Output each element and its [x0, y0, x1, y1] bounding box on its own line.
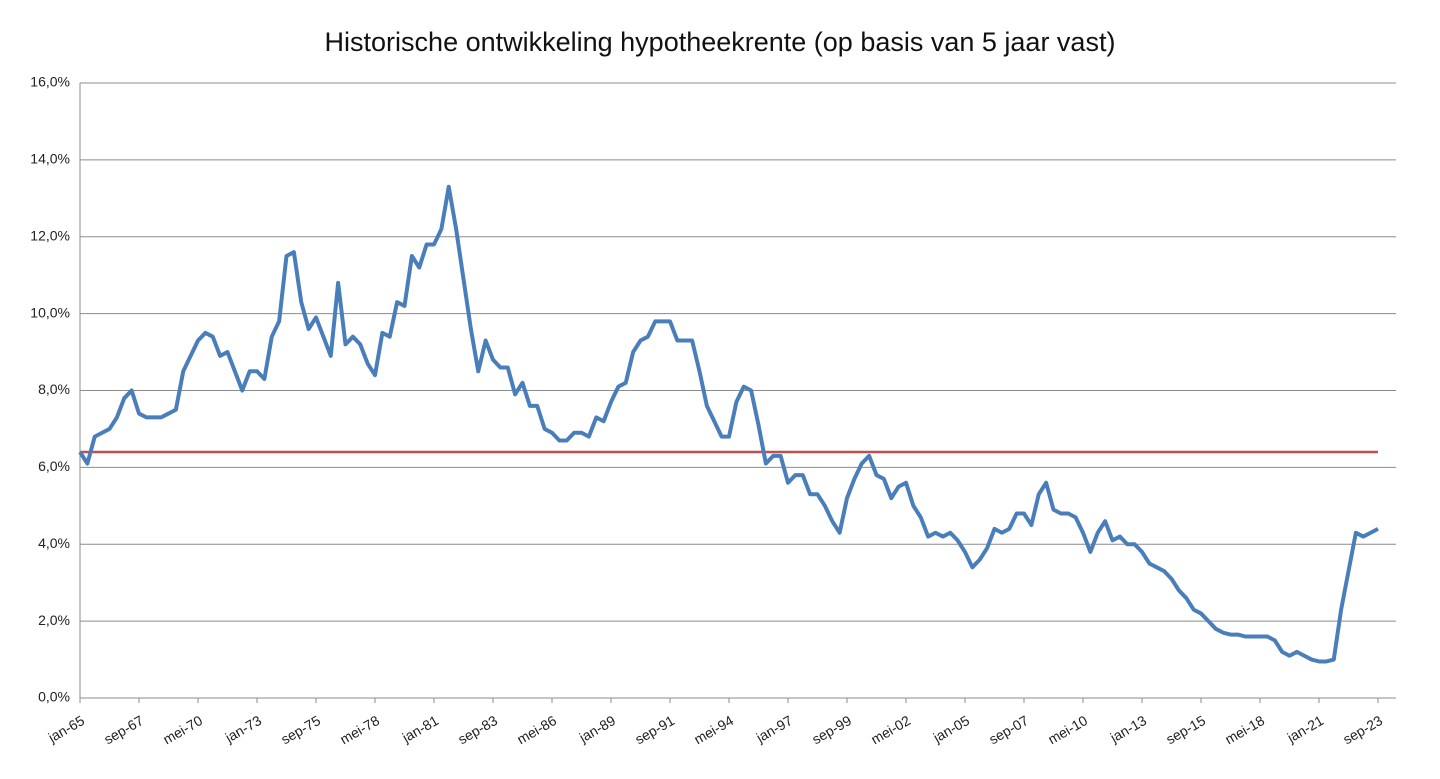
y-tick-label: 4,0% [38, 535, 70, 551]
y-tick-label: 2,0% [38, 612, 70, 628]
y-tick-label: 6,0% [38, 458, 70, 474]
y-tick-label: 8,0% [38, 381, 70, 397]
y-tick-label: 12,0% [30, 227, 70, 243]
y-tick-label: 0,0% [38, 689, 70, 705]
y-tick-label: 10,0% [30, 304, 70, 320]
y-tick-label: 14,0% [30, 151, 70, 167]
data-line [78, 184, 1379, 664]
y-tick-label: 16,0% [30, 74, 70, 90]
chart-title: Historische ontwikkeling hypotheekrente … [325, 27, 1116, 57]
